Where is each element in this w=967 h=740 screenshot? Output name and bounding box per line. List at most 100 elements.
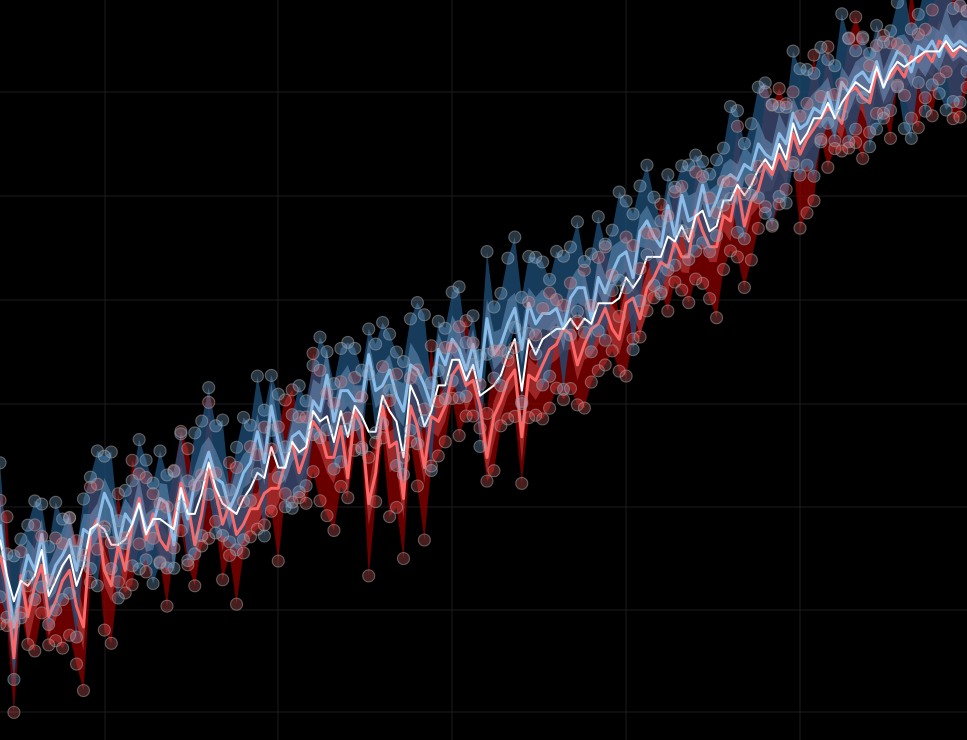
point-series-1-lower-85 (584, 345, 598, 359)
point-series-1-lower-51 (348, 418, 362, 432)
point-series-1-upper-83 (570, 215, 584, 229)
point-series-1-lower-54 (369, 426, 383, 440)
point-series-0-upper-35 (236, 494, 251, 508)
point-series-0-lower-133 (918, 91, 932, 105)
point-series-1-upper-26 (174, 427, 188, 441)
point-series-0-lower-25 (167, 541, 181, 555)
point-series-0-upper-55 (376, 360, 390, 374)
line-series-0 (0, 39, 967, 660)
point-series-0-upper-79 (543, 286, 557, 300)
point-series-0-upper-19 (125, 453, 139, 467)
point-series-0-lower-98 (675, 283, 689, 297)
point-series-1-lower-24 (160, 561, 174, 575)
point-series-1-upper-8 (49, 495, 63, 509)
point-series-1-lower-108 (744, 188, 758, 202)
point-series-1-lower-65 (445, 374, 459, 388)
point-series-0-lower-99 (682, 296, 696, 310)
point-series-1-lower-45 (306, 427, 320, 442)
point-series-1-upper-15 (97, 449, 111, 463)
point-series-1-lower-113 (779, 196, 793, 210)
point-series-1-lower-111 (765, 217, 779, 232)
point-series-0-lower-87 (598, 358, 612, 372)
point-series-0-lower-34 (229, 597, 244, 611)
point-series-1-lower-76 (522, 326, 536, 341)
point-series-1-lower-55 (376, 416, 390, 430)
point-series-1-upper-28 (188, 426, 202, 440)
point-series-1-lower-137 (946, 94, 960, 109)
point-series-0-lower-12 (76, 683, 91, 698)
point-series-1-upper-81 (556, 249, 571, 263)
point-series-1-upper-64 (438, 321, 452, 335)
point-series-1-lower-117 (807, 169, 821, 183)
point-series-0-lower-108 (744, 253, 758, 267)
point-series-1-upper-18 (118, 483, 132, 497)
point-series-1-upper-60 (410, 296, 424, 310)
point-series-1-upper-5 (28, 494, 42, 508)
point-series-0-lower-56 (383, 510, 397, 524)
point-series-0-upper-130 (897, 43, 911, 57)
point-series-1-lower-139 (960, 65, 967, 79)
point-series-1-upper-68 (466, 309, 480, 323)
point-series-1-lower-17 (111, 591, 125, 605)
point-series-1-lower-101 (696, 236, 710, 250)
point-series-0-upper-112 (772, 82, 786, 96)
point-series-1-lower-44 (299, 479, 313, 493)
point-series-0-upper-17 (111, 487, 125, 501)
point-series-0-lower-54 (369, 495, 383, 509)
point-series-0-lower-50 (341, 491, 355, 505)
point-series-0-lower-107 (737, 280, 751, 294)
point-series-1-upper-89 (612, 185, 626, 199)
point-series-0-upper-113 (779, 97, 793, 111)
point-series-1-upper-77 (529, 250, 543, 264)
point-series-1-lower-70 (480, 347, 494, 361)
point-series-0-upper-67 (459, 314, 473, 328)
point-series-1-lower-39 (264, 423, 278, 437)
point-series-0-lower-100 (689, 272, 703, 286)
point-series-0-lower-134 (925, 109, 939, 123)
point-series-1-upper-37 (250, 369, 264, 383)
point-series-1-lower-35 (236, 533, 251, 547)
point-series-0-lower-65 (445, 391, 459, 405)
point-series-1-upper-105 (723, 99, 738, 114)
point-series-1-upper-33 (223, 483, 237, 497)
point-series-1-lower-60 (410, 437, 424, 451)
point-series-1-upper-52 (355, 363, 369, 377)
point-series-0-upper-106 (730, 119, 744, 133)
point-series-0-lower-106 (730, 250, 744, 264)
point-series-1-lower-134 (925, 78, 939, 92)
point-series-0-upper-90 (619, 230, 633, 244)
point-series-0-lower-78 (536, 412, 550, 426)
point-series-1-lower-27 (181, 553, 195, 568)
point-series-1-lower-115 (793, 168, 807, 182)
point-series-1-upper-12 (76, 492, 91, 506)
point-series-0-lower-45 (306, 465, 320, 479)
point-series-1-lower-11 (69, 630, 84, 644)
point-series-1-upper-7 (42, 540, 56, 554)
point-series-1-upper-113 (779, 100, 793, 114)
point-series-0-lower-2 (7, 705, 21, 719)
point-series-0-lower-77 (529, 408, 543, 422)
point-series-0-upper-6 (35, 529, 49, 543)
point-series-0-lower-47 (320, 509, 334, 523)
point-series-1-lower-50 (341, 422, 355, 436)
point-series-1-upper-62 (424, 376, 438, 390)
point-series-0-lower-22 (146, 531, 160, 545)
point-series-0-upper-46 (313, 363, 327, 377)
point-series-1-lower-136 (939, 103, 953, 117)
point-series-0-upper-30 (202, 395, 216, 409)
point-series-0-upper-118 (814, 89, 828, 103)
point-series-1-upper-59 (403, 312, 418, 326)
point-series-1-upper-103 (710, 153, 724, 167)
point-series-0-lower-89 (612, 364, 626, 378)
point-series-0-upper-48 (327, 396, 341, 410)
point-series-0-lower-27 (181, 558, 195, 572)
point-series-1-upper-117 (807, 66, 821, 80)
point-series-1-lower-64 (438, 392, 452, 406)
point-series-1-upper-32 (216, 413, 230, 427)
point-series-1-upper-58 (396, 354, 411, 369)
point-series-0-lower-124 (856, 151, 870, 165)
point-series-0-upper-74 (508, 341, 522, 355)
point-series-1-lower-25 (167, 561, 181, 575)
point-series-1-upper-23 (153, 444, 167, 458)
point-series-1-upper-4 (21, 518, 35, 532)
